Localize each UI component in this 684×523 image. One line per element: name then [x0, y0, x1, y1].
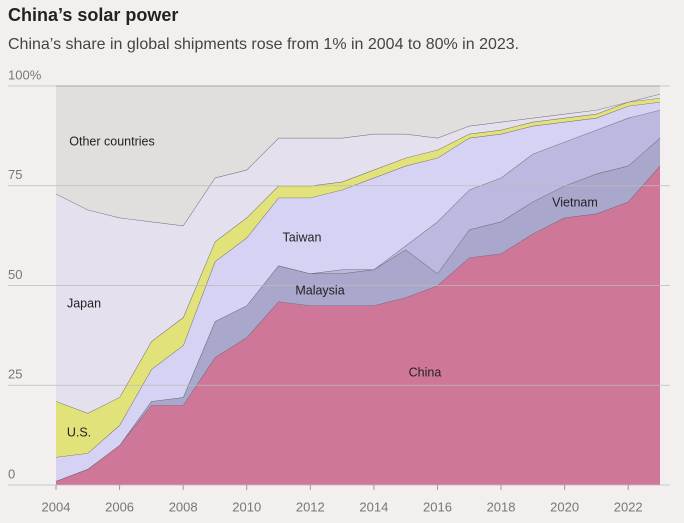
series-label: Vietnam [552, 195, 598, 209]
series-label: U.S. [67, 425, 91, 439]
area [56, 109, 660, 482]
y-tick-label: 100% [8, 67, 42, 82]
area [56, 101, 660, 482]
y-tick-label: 50 [8, 267, 22, 282]
area [56, 165, 660, 486]
x-tick-label: 2022 [614, 499, 643, 514]
y-tick-label: 25 [8, 367, 22, 382]
series-label: Other countries [69, 134, 154, 148]
x-tick-label: 2012 [296, 499, 325, 514]
series-label: Japan [67, 296, 101, 310]
x-tick-label: 2004 [42, 499, 71, 514]
series-label: Taiwan [283, 230, 322, 244]
x-tick-label: 2010 [232, 499, 261, 514]
area [56, 93, 660, 414]
area [56, 86, 660, 226]
area [56, 97, 660, 458]
y-tick-label: 0 [8, 466, 15, 481]
x-tick-label: 2014 [359, 499, 388, 514]
x-tick-label: 2008 [169, 499, 198, 514]
chart-subtitle: China’s share in global shipments rose f… [8, 36, 519, 53]
chart-title: China’s solar power [8, 5, 178, 25]
areas [55, 85, 661, 486]
x-tick-label: 2016 [423, 499, 452, 514]
overlay: 0 25 50 75 100% 2004 2006 2008 2010 2012 2014 2016 2… [8, 67, 670, 514]
x-tick-label: 2006 [105, 499, 134, 514]
x-tick-label: 2020 [550, 499, 579, 514]
x-tick-label: 2018 [487, 499, 516, 514]
area [56, 137, 660, 482]
series-label: Malaysia [295, 283, 344, 297]
series-label: China [409, 365, 442, 379]
y-tick-label: 75 [8, 167, 22, 182]
